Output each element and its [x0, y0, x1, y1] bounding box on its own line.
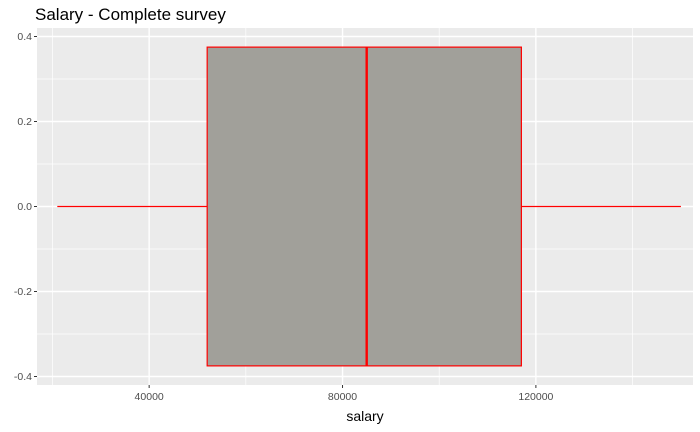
x-tick-label: 40000: [135, 391, 164, 403]
y-tick-label: -0.4: [14, 371, 32, 383]
boxplot-marks: [57, 46, 681, 367]
x-axis-title: salary: [346, 408, 383, 424]
y-tick-label: 0.4: [17, 31, 32, 43]
x-tick-label: 120000: [518, 391, 553, 403]
interquartile-box: [206, 46, 522, 367]
y-tick-label: 0.2: [17, 116, 32, 128]
y-tick-label: 0.0: [17, 201, 32, 213]
y-tick-label: -0.2: [14, 286, 32, 298]
chart-title: Salary - Complete survey: [35, 5, 226, 24]
x-tick-label: 80000: [328, 391, 357, 403]
x-axis: 40000 80000 120000: [135, 385, 554, 403]
y-axis: -0.4 -0.2 0.0 0.2 0.4: [14, 31, 37, 383]
